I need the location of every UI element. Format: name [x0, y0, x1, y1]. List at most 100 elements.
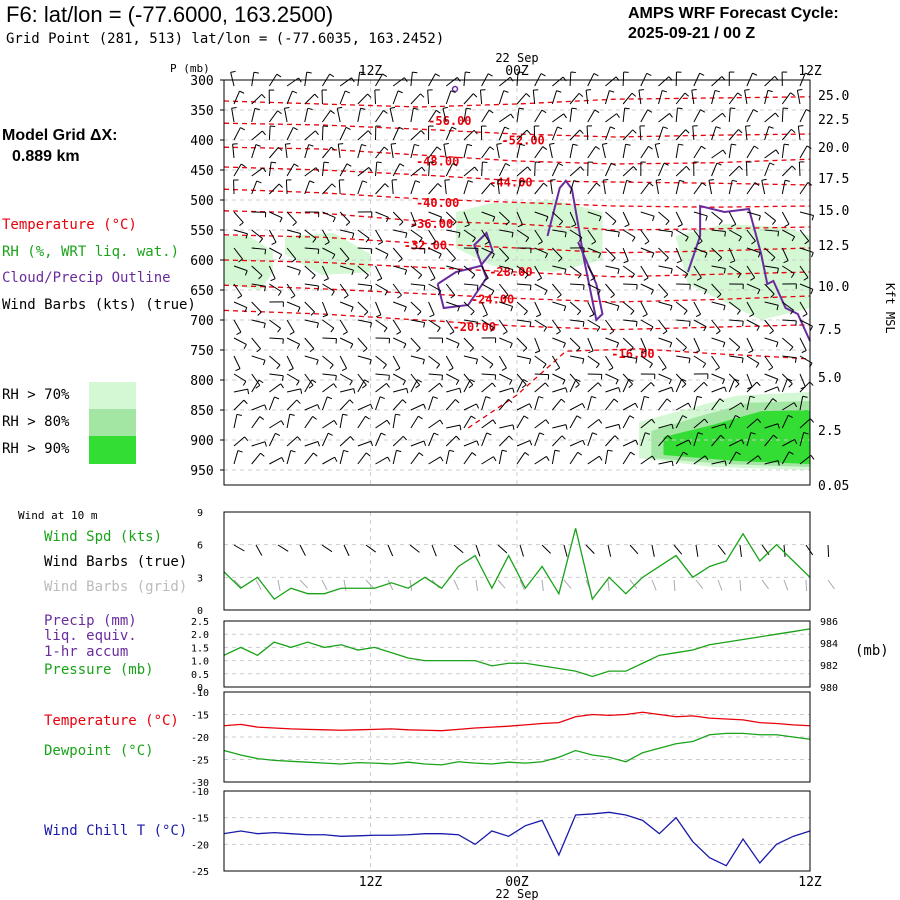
wind-barb [711, 423, 726, 429]
wind-barb [375, 211, 389, 218]
wind-tick-label: 3 [197, 573, 203, 584]
wind-barb [746, 418, 758, 429]
wind-barb [728, 108, 731, 123]
wind-barb [711, 112, 723, 123]
wind-barb [693, 109, 701, 123]
wind-barb [585, 90, 589, 105]
rh-region-rh70 [455, 200, 603, 272]
wind-barb-flag [452, 221, 457, 226]
wind-barb [729, 319, 744, 322]
wind-barb-flag [359, 71, 365, 74]
wind-barb [781, 128, 792, 141]
legend-rh80-swatch [89, 409, 136, 436]
wind-barb [392, 90, 399, 105]
pressure-tick-label: 750 [190, 344, 213, 359]
wind-barb [499, 301, 513, 307]
wind-barb [746, 396, 751, 411]
wind-barb-flag [308, 144, 314, 147]
wind-barb-flag [685, 236, 689, 242]
wind-barb-flag [806, 145, 812, 149]
wind-barb-flag [648, 182, 654, 187]
wind-barb [516, 283, 531, 286]
wind-barb-flag [678, 143, 684, 146]
wind-barb-flag [652, 216, 655, 222]
wind-barb [232, 144, 235, 159]
wind-barb-flag [685, 165, 691, 171]
wind-barb-flag [237, 295, 243, 299]
wind-barb-flag [312, 416, 317, 420]
wind-barb-flag [635, 321, 638, 327]
wind-barb [233, 127, 241, 141]
wind-barb [516, 265, 529, 275]
wind-barb [340, 229, 354, 234]
wind-barb-flag [731, 143, 737, 146]
wind-barb [251, 441, 266, 447]
wind-barb [251, 404, 265, 411]
wind-barb-flag [242, 381, 247, 386]
wind-barb [410, 265, 423, 276]
wind-barb-flag [772, 398, 777, 402]
wind-barb-flag [271, 161, 277, 164]
wind-barb [587, 146, 597, 159]
wind-barb-flag [664, 257, 669, 262]
wind-barb-flag [624, 224, 630, 228]
wind-barb-flag [439, 382, 443, 388]
wind-barb-flag [576, 415, 582, 419]
wind-barb-flag [751, 240, 756, 245]
kft-tick-label: 10.0 [818, 280, 849, 295]
wind-barb-flag [413, 107, 419, 110]
wind-barb-flag [504, 257, 510, 262]
wind-barb [322, 211, 336, 219]
wind-barb [375, 419, 388, 429]
wind-barb [322, 456, 335, 465]
wind-barb [569, 144, 574, 159]
surface-true-barb [695, 544, 699, 557]
wind-barb [623, 355, 637, 360]
surface-true-barb [453, 544, 464, 554]
temperature-line [223, 711, 811, 732]
wind-barb-flag [350, 343, 354, 349]
wind-barb-flag [803, 277, 809, 281]
wind-barb-flag [735, 414, 741, 419]
wind-barb-flag [312, 238, 317, 243]
wind-barb-flag [594, 109, 600, 113]
wind-barb [233, 436, 245, 447]
pressure-tick-label: 350 [190, 104, 213, 119]
pressure-line [223, 628, 811, 678]
wind-barb-flag [771, 257, 776, 262]
wind-barb [640, 418, 653, 429]
wind-barb-flag [647, 109, 653, 113]
axis-text-layer: P (mb)3003504004505005506006507007508008… [170, 51, 897, 900]
wind-barb [729, 229, 742, 238]
wind-barb-flag [777, 460, 780, 466]
wind-barb-flag [527, 166, 532, 172]
wind-barb [640, 109, 649, 123]
wind-barb [658, 337, 672, 344]
wind-barb-flag [708, 178, 714, 181]
wind-barb [251, 229, 263, 240]
surface-true-barb [475, 544, 481, 557]
wind-barb [569, 92, 580, 105]
wind-barb [499, 337, 513, 344]
wind-barb [622, 144, 627, 159]
kft-tick-label: 25.0 [818, 89, 849, 104]
wind-barb-flag [510, 113, 514, 119]
wind-barb [746, 319, 760, 327]
wind-barb [357, 403, 371, 411]
wind-barb [268, 433, 276, 447]
wind-barb-flag [703, 381, 708, 387]
wind-barb [268, 146, 279, 159]
wind-barb [693, 319, 707, 328]
wind-barb-flag [724, 460, 727, 466]
wind-barb-flag [564, 232, 567, 238]
wind-barb [269, 420, 282, 429]
wind-barb-flag [809, 325, 813, 331]
wind-barb-flag [714, 89, 720, 93]
surface-grid-barb [761, 579, 770, 590]
legend-temperature: Temperature (°C) [2, 217, 137, 233]
wind-barb [658, 355, 667, 368]
pressure-tick-label: 400 [190, 134, 213, 149]
wind-barb-flag [529, 403, 533, 409]
wind-barb [516, 452, 526, 465]
wind-barb-flag [715, 126, 721, 129]
